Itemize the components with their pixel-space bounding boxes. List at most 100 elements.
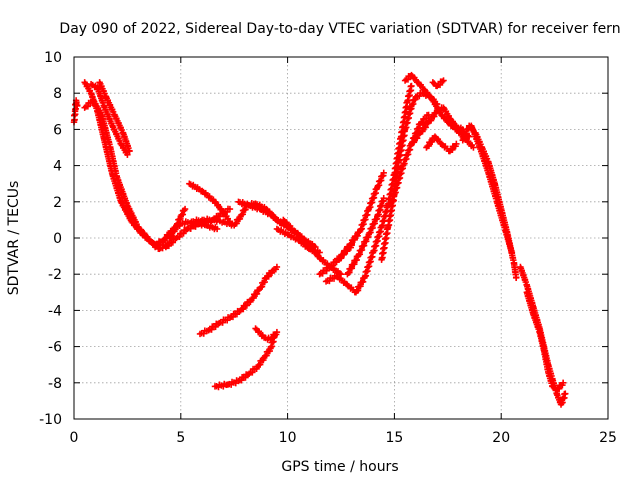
grid: [74, 57, 608, 419]
data-point: [453, 126, 460, 133]
data-point: [226, 218, 234, 225]
series-pass-13: [273, 225, 323, 256]
y-tick-label: 10: [44, 50, 62, 66]
y-tick-label: 2: [53, 195, 62, 211]
x-tick-label: 0: [70, 430, 79, 446]
data-point: [226, 205, 234, 213]
marker-trail: [257, 275, 269, 291]
data-point: [429, 79, 437, 86]
data-point: [512, 274, 520, 282]
marker-trail: [112, 113, 126, 136]
marker-trail: [485, 171, 500, 205]
marker-trail: [185, 220, 202, 232]
data-point: [273, 328, 281, 336]
data-point: [408, 82, 415, 90]
marker-trail: [441, 106, 452, 120]
marker-trail: [167, 223, 179, 240]
marker-trail: [178, 207, 188, 219]
y-tick-label: -10: [39, 412, 62, 428]
plot-frame: [73, 56, 609, 420]
data-point: [316, 249, 323, 256]
marker-trail: [296, 237, 311, 251]
marker-trail: [400, 142, 415, 168]
y-tick-label: 8: [53, 86, 62, 102]
marker-trail: [210, 210, 226, 223]
marker-trail: [281, 217, 297, 234]
marker-trail: [97, 80, 109, 100]
y-tick-label: -8: [48, 376, 62, 392]
marker-trail: [109, 124, 124, 147]
series-pass-16: [322, 82, 415, 296]
series-pass-20: [389, 89, 441, 205]
series-pass-08: [166, 205, 189, 242]
marker-trail: [334, 273, 350, 288]
series-pass-18: [344, 194, 387, 278]
marker-trail: [174, 215, 184, 228]
marker-trail: [347, 228, 363, 248]
series-pass-32: [252, 325, 281, 343]
marker-trail: [395, 127, 408, 164]
series: [70, 71, 569, 408]
marker-trail: [258, 206, 272, 218]
marker-trail: [198, 216, 215, 227]
marker-trail: [103, 95, 118, 118]
marker-trail: [477, 145, 491, 174]
marker-trail: [101, 104, 115, 128]
marker-trail: [253, 326, 266, 340]
y-tick-label: 6: [53, 122, 62, 138]
y-tick-label: -4: [48, 303, 62, 319]
series-pass-25: [444, 118, 477, 151]
marker-trail: [213, 380, 230, 391]
x-tick-label: 10: [279, 430, 297, 446]
y-tick-label: 0: [53, 231, 62, 247]
series-pass-04: [87, 80, 131, 158]
marker-trail: [292, 228, 307, 242]
data-point: [312, 243, 319, 251]
marker-trail: [422, 87, 435, 103]
data-point: [440, 77, 447, 84]
data-point: [124, 151, 131, 158]
marker-trail: [135, 225, 154, 245]
marker-trail: [389, 159, 402, 204]
marker-trail: [530, 312, 543, 335]
y-tick-label: -6: [48, 340, 62, 356]
data-point: [380, 169, 387, 177]
data-point: [181, 205, 189, 213]
series-pass-01: [70, 97, 81, 126]
series-pass-03: [81, 97, 172, 253]
marker-trail: [345, 253, 361, 277]
x-ticks: 0 5 10 15 20 25: [70, 57, 617, 446]
y-tick-label: 4: [53, 159, 62, 175]
marker-trail: [374, 172, 387, 189]
data-point: [74, 102, 81, 110]
marker-trail: [536, 330, 547, 352]
data-point: [562, 390, 569, 397]
marker-trail: [153, 238, 166, 250]
marker-trail: [82, 80, 94, 95]
series-pass-24: [429, 77, 447, 90]
marker-trail: [179, 218, 194, 228]
data-point: [470, 144, 477, 151]
x-tick-label: 5: [176, 430, 185, 446]
x-axis-label: GPS time / hours: [281, 459, 398, 475]
data-point: [81, 104, 88, 111]
series-pass-23: [423, 133, 460, 155]
marker-trail: [255, 356, 267, 369]
marker-trail: [402, 105, 415, 132]
x-tick-label: 25: [599, 430, 617, 446]
series-pass-10: [186, 180, 234, 225]
data-point: [465, 133, 473, 140]
data-point: [453, 140, 460, 148]
series-pass-14: [280, 216, 319, 251]
data-point: [559, 379, 567, 386]
data-point: [198, 187, 206, 195]
marker-trail: [494, 200, 509, 234]
marker-trail: [302, 237, 318, 250]
data-point: [380, 194, 387, 202]
series-pass-27: [468, 122, 516, 256]
data-point: [252, 325, 259, 332]
marker-trail: [374, 197, 387, 218]
marker-trail: [90, 98, 104, 117]
marker-trail: [247, 365, 260, 376]
